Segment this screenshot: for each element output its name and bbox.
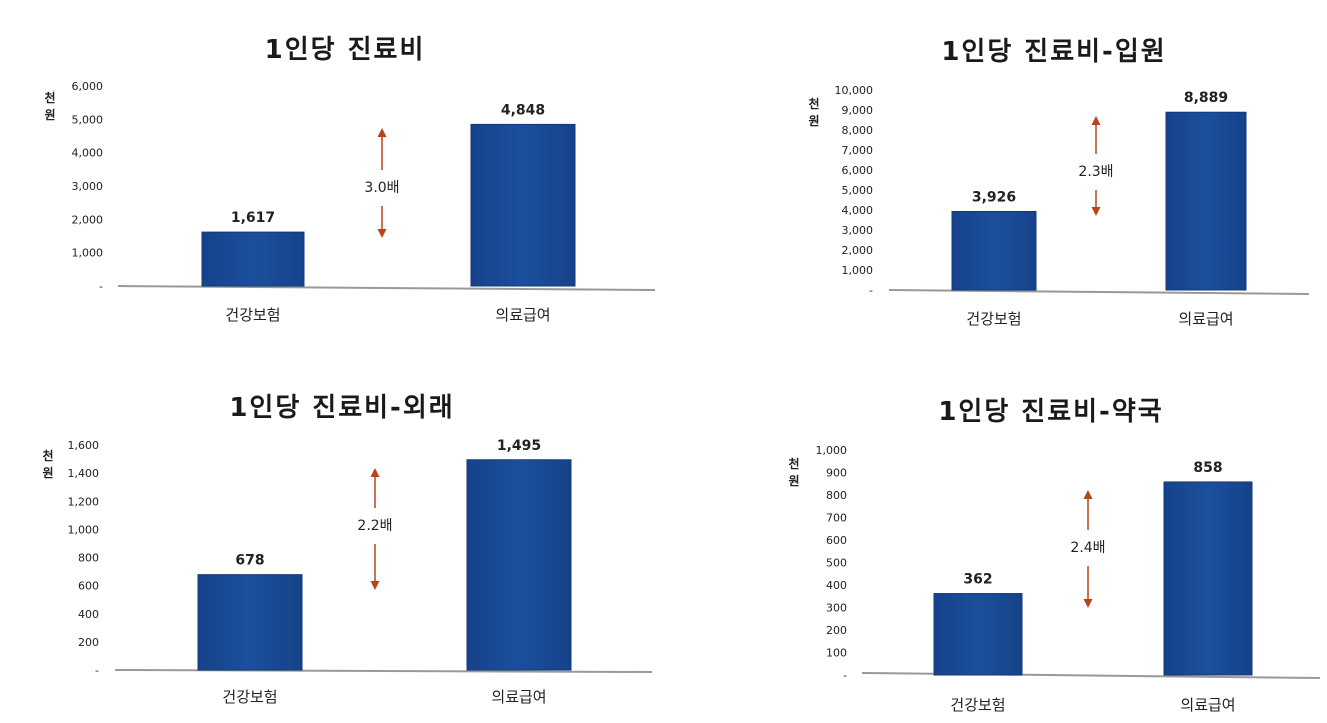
y-tick-label: 2,000: [842, 244, 874, 257]
y-tick-label: 6,000: [72, 80, 104, 93]
baseline: [117, 285, 656, 291]
category-label: 의료급여: [1178, 310, 1233, 328]
category-label: 건강보험: [966, 310, 1021, 328]
data-label: 858: [1193, 460, 1222, 476]
y-tick-label: 800: [78, 552, 99, 565]
unit-label: 천: [808, 96, 819, 111]
chart-title: 1인당 진료비-입원: [941, 37, 1166, 67]
ratio-label: 2.3배: [1078, 164, 1113, 180]
y-tick-label: 800: [826, 489, 847, 502]
data-label: 4,848: [501, 102, 545, 118]
y-tick-label: 600: [78, 580, 99, 593]
y-tick-label: 200: [78, 636, 99, 649]
y-tick-label: 1,000: [842, 264, 874, 277]
unit-label: 천: [42, 448, 53, 463]
arrow-up-icon: [1083, 490, 1093, 499]
y-tick-label: -: [869, 284, 873, 297]
y-tick-label: 300: [826, 602, 847, 615]
category-label: 의료급여: [491, 688, 546, 706]
ratio-label: 2.4배: [1070, 540, 1105, 556]
bar: [470, 123, 576, 287]
arrow-down-icon: [370, 581, 380, 590]
y-tick-label: 1,000: [72, 247, 104, 260]
arrow-down-icon: [1083, 599, 1093, 608]
y-tick-label: -: [95, 664, 99, 677]
y-tick-label: 5,000: [842, 184, 874, 197]
y-tick-label: 600: [826, 534, 847, 547]
arrow-down-icon: [1091, 207, 1101, 216]
y-tick-label: 100: [826, 647, 847, 660]
y-tick-label: 5,000: [72, 113, 104, 126]
y-tick-label: 1,000: [816, 444, 848, 457]
y-tick-label: 500: [826, 557, 847, 570]
bar: [466, 459, 572, 671]
arrow-up-icon: [377, 128, 387, 137]
y-tick-label: 2,000: [72, 213, 104, 226]
bar: [933, 593, 1023, 676]
bar: [197, 574, 303, 671]
category-label: 건강보험: [950, 696, 1005, 714]
ratio-label: 2.2배: [357, 518, 392, 534]
y-tick-label: 6,000: [842, 164, 874, 177]
unit-label: 원: [42, 466, 53, 480]
y-tick-label: -: [843, 669, 847, 682]
y-tick-label: 200: [826, 624, 847, 637]
bar: [951, 210, 1037, 291]
y-tick-label: 700: [826, 512, 847, 525]
unit-label: 원: [788, 474, 799, 488]
ratio-label: 3.0배: [364, 180, 399, 196]
bar: [201, 231, 305, 287]
category-label: 건강보험: [225, 306, 280, 324]
data-label: 8,889: [1184, 90, 1228, 106]
y-tick-label: 4,000: [72, 147, 104, 160]
chart-title: 1인당 진료비: [265, 35, 426, 65]
y-tick-label: 7,000: [842, 144, 874, 157]
y-tick-label: -: [99, 280, 103, 293]
data-label: 678: [235, 553, 264, 569]
y-tick-label: 3,000: [842, 224, 874, 237]
category-label: 의료급여: [495, 306, 550, 324]
bar: [1165, 111, 1247, 291]
category-label: 의료급여: [1180, 696, 1235, 714]
unit-label: 천: [44, 90, 55, 105]
y-tick-label: 1,600: [68, 439, 100, 452]
y-tick-label: 9,000: [842, 104, 874, 117]
data-label: 3,926: [972, 189, 1016, 205]
unit-label: 원: [44, 108, 55, 122]
arrow-up-icon: [1091, 116, 1101, 125]
y-tick-label: 400: [78, 608, 99, 621]
arrow-up-icon: [370, 468, 380, 477]
unit-label: 천: [788, 456, 799, 471]
category-label: 건강보험: [222, 688, 277, 706]
y-tick-label: 8,000: [842, 124, 874, 137]
data-label: 362: [963, 572, 992, 588]
data-label: 1,495: [497, 438, 541, 454]
y-tick-label: 1,000: [68, 523, 100, 536]
bar: [1163, 481, 1253, 676]
y-tick-label: 400: [826, 579, 847, 592]
chart-title: 1인당 진료비-외래: [229, 393, 454, 423]
data-label: 1,617: [231, 210, 275, 226]
y-tick-label: 3,000: [72, 180, 104, 193]
baseline: [888, 289, 1310, 295]
y-tick-label: 10,000: [835, 84, 874, 97]
chart-title: 1인당 진료비-약국: [938, 397, 1163, 427]
y-tick-label: 1,400: [68, 467, 100, 480]
y-tick-label: 1,200: [68, 495, 100, 508]
arrow-down-icon: [377, 229, 387, 238]
y-tick-label: 4,000: [842, 204, 874, 217]
unit-label: 원: [808, 114, 819, 128]
y-tick-label: 900: [826, 467, 847, 480]
